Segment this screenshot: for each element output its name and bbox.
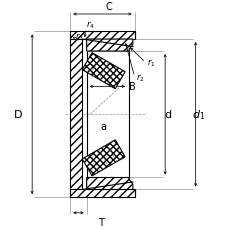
Polygon shape [70,40,82,190]
Text: $r_3$: $r_3$ [74,31,83,42]
Polygon shape [70,32,134,40]
Polygon shape [86,178,132,190]
Polygon shape [82,140,125,176]
Polygon shape [70,190,134,197]
Polygon shape [82,53,125,89]
Text: D: D [14,110,22,120]
Text: T: T [98,217,103,227]
Text: a: a [100,122,106,132]
Text: $r_2$: $r_2$ [135,72,144,83]
Text: B: B [128,82,135,92]
Text: d: d [164,110,171,120]
Polygon shape [86,40,132,52]
Text: $d_1$: $d_1$ [191,108,205,122]
Text: $r_4$: $r_4$ [86,20,95,31]
Text: C: C [105,2,111,12]
Text: $r_1$: $r_1$ [146,57,155,69]
